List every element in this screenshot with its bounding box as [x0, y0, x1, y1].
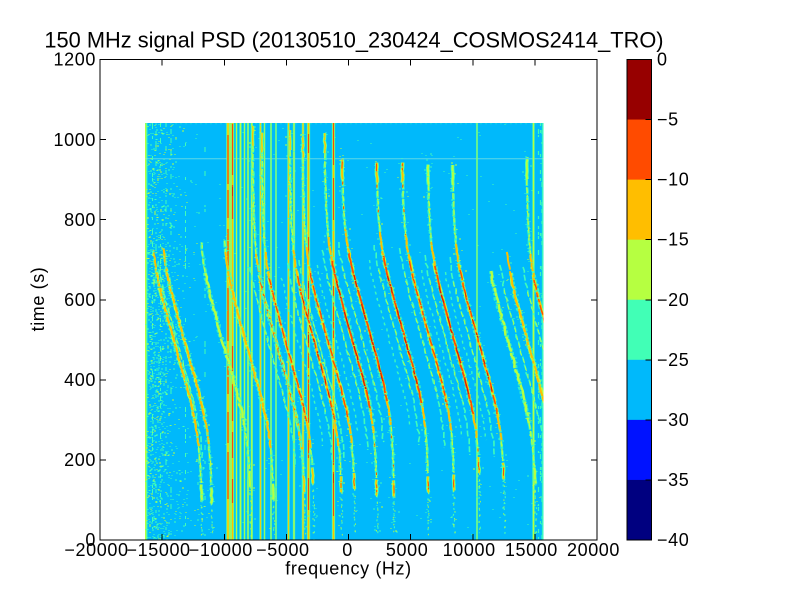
svg-text:−5000: −5000 [256, 540, 310, 560]
svg-text:−10000: −10000 [189, 540, 253, 560]
svg-text:0: 0 [85, 530, 96, 550]
svg-text:−20000: −20000 [64, 540, 128, 560]
svg-text:−20: −20 [657, 290, 689, 310]
svg-text:0: 0 [657, 50, 668, 70]
svg-text:−15000: −15000 [127, 540, 191, 560]
svg-text:800: 800 [64, 210, 96, 230]
svg-text:frequency (Hz): frequency (Hz) [285, 559, 411, 579]
svg-text:−35: −35 [657, 470, 689, 490]
svg-text:−40: −40 [657, 530, 689, 550]
svg-text:1200: 1200 [54, 50, 96, 70]
svg-text:−15: −15 [657, 230, 689, 250]
svg-text:20000: 20000 [567, 540, 620, 560]
svg-text:0: 0 [342, 540, 353, 560]
svg-text:600: 600 [64, 290, 96, 310]
svg-text:−5: −5 [657, 110, 679, 130]
svg-text:−30: −30 [657, 410, 689, 430]
svg-text:15000: 15000 [505, 540, 558, 560]
svg-text:200: 200 [64, 450, 96, 470]
svg-text:10000: 10000 [443, 540, 496, 560]
svg-text:150 MHz signal PSD (20130510_2: 150 MHz signal PSD (20130510_230424_COSM… [44, 28, 663, 53]
svg-text:−10: −10 [657, 170, 689, 190]
svg-text:time (s): time (s) [28, 267, 48, 332]
svg-text:400: 400 [64, 370, 96, 390]
svg-text:5000: 5000 [386, 540, 428, 560]
svg-text:−25: −25 [657, 350, 689, 370]
svg-text:1000: 1000 [54, 130, 96, 150]
